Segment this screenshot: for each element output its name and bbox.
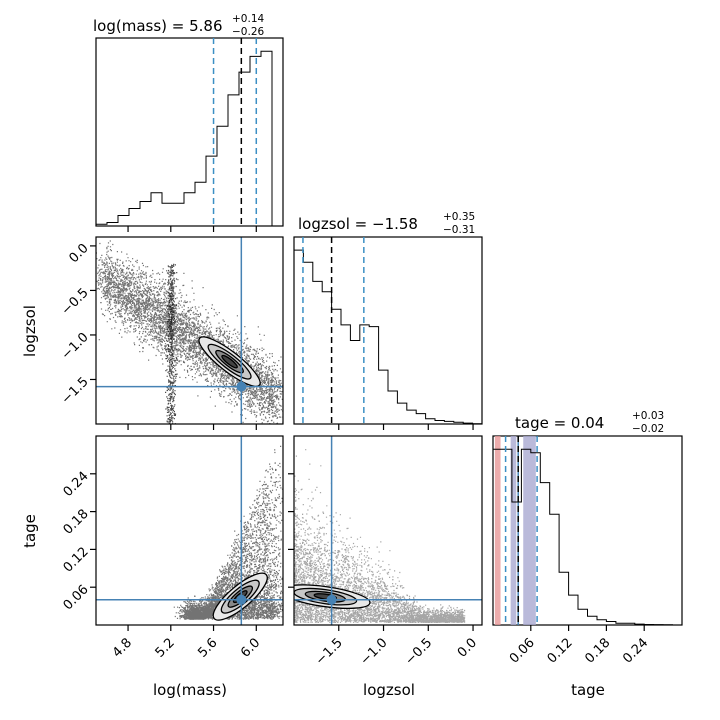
truth-marker	[326, 594, 337, 605]
hist-tage	[492, 448, 682, 626]
title-logzsol-plus: +0.35	[443, 211, 475, 223]
x-tick-label: −1.0	[358, 635, 391, 668]
x-tick-label: −1.5	[313, 635, 346, 668]
scatter-points	[160, 263, 179, 424]
x-tick-label: 0.18	[582, 635, 613, 666]
ylabel-logzsol: logzsol	[21, 305, 39, 357]
x-tick-label: 0.0	[455, 635, 480, 660]
title-tage-plus: +0.03	[632, 410, 664, 422]
x-tick-label: 5.2	[153, 635, 178, 660]
shade-band	[510, 436, 517, 625]
title-mass-minus: −0.26	[232, 26, 264, 38]
truth-marker	[236, 594, 247, 605]
panel-tage-hist: tage = 0.04 +0.03 −0.02	[492, 410, 683, 626]
xlabel-mass: log(mass)	[153, 681, 227, 699]
shade-band	[494, 436, 501, 625]
panel-logzsol-hist: logzsol = −1.58 +0.35 −0.31	[293, 211, 483, 425]
y-tick-label: 0.0	[66, 241, 91, 266]
scatter-points	[294, 449, 466, 623]
truth-marker	[236, 381, 247, 392]
x-tick-label: 0.06	[507, 635, 538, 666]
ylabel-tage: tage	[21, 514, 39, 548]
title-logzsol: logzsol = −1.58	[298, 215, 418, 233]
y-tick-label: 0.24	[61, 469, 92, 500]
xlabel-tage: tage	[571, 681, 605, 699]
panel-frame	[293, 236, 483, 425]
panel-frame	[293, 435, 483, 626]
x-tick-label: −0.5	[402, 635, 435, 668]
x-tick-label: 6.0	[238, 635, 263, 660]
y-tick-label: −1.5	[59, 375, 92, 408]
title-mass-plus: +0.14	[232, 13, 264, 25]
x-tick-label: 0.24	[620, 635, 651, 666]
hist-logzsol	[293, 249, 483, 425]
hist-mass	[95, 50, 283, 227]
shade-band	[523, 436, 536, 625]
contour	[221, 354, 238, 369]
scatter-points	[96, 240, 283, 424]
x-tick-label: 0.12	[545, 635, 576, 666]
panel-frame	[95, 37, 284, 227]
title-mass: log(mass) = 5.86	[93, 17, 223, 35]
xlabel-logzsol: logzsol	[363, 681, 415, 699]
panel-mass-hist: log(mass) = 5.86 +0.14 −0.26	[93, 13, 284, 227]
panel-frame	[95, 435, 284, 626]
title-tage-minus: −0.02	[632, 423, 664, 435]
y-tick-label: 0.06	[61, 582, 92, 613]
y-tick-label: −0.5	[59, 285, 92, 318]
y-tick-label: 0.18	[61, 507, 92, 538]
y-tick-label: 0.12	[61, 544, 92, 575]
title-tage: tage = 0.04	[515, 414, 604, 432]
panel-frame	[95, 236, 284, 425]
scatter-points	[173, 440, 283, 620]
y-tick-label: −1.0	[59, 330, 92, 363]
x-tick-label: 5.6	[195, 635, 220, 660]
x-tick-label: 4.8	[110, 635, 135, 660]
title-logzsol-minus: −0.31	[443, 224, 475, 236]
